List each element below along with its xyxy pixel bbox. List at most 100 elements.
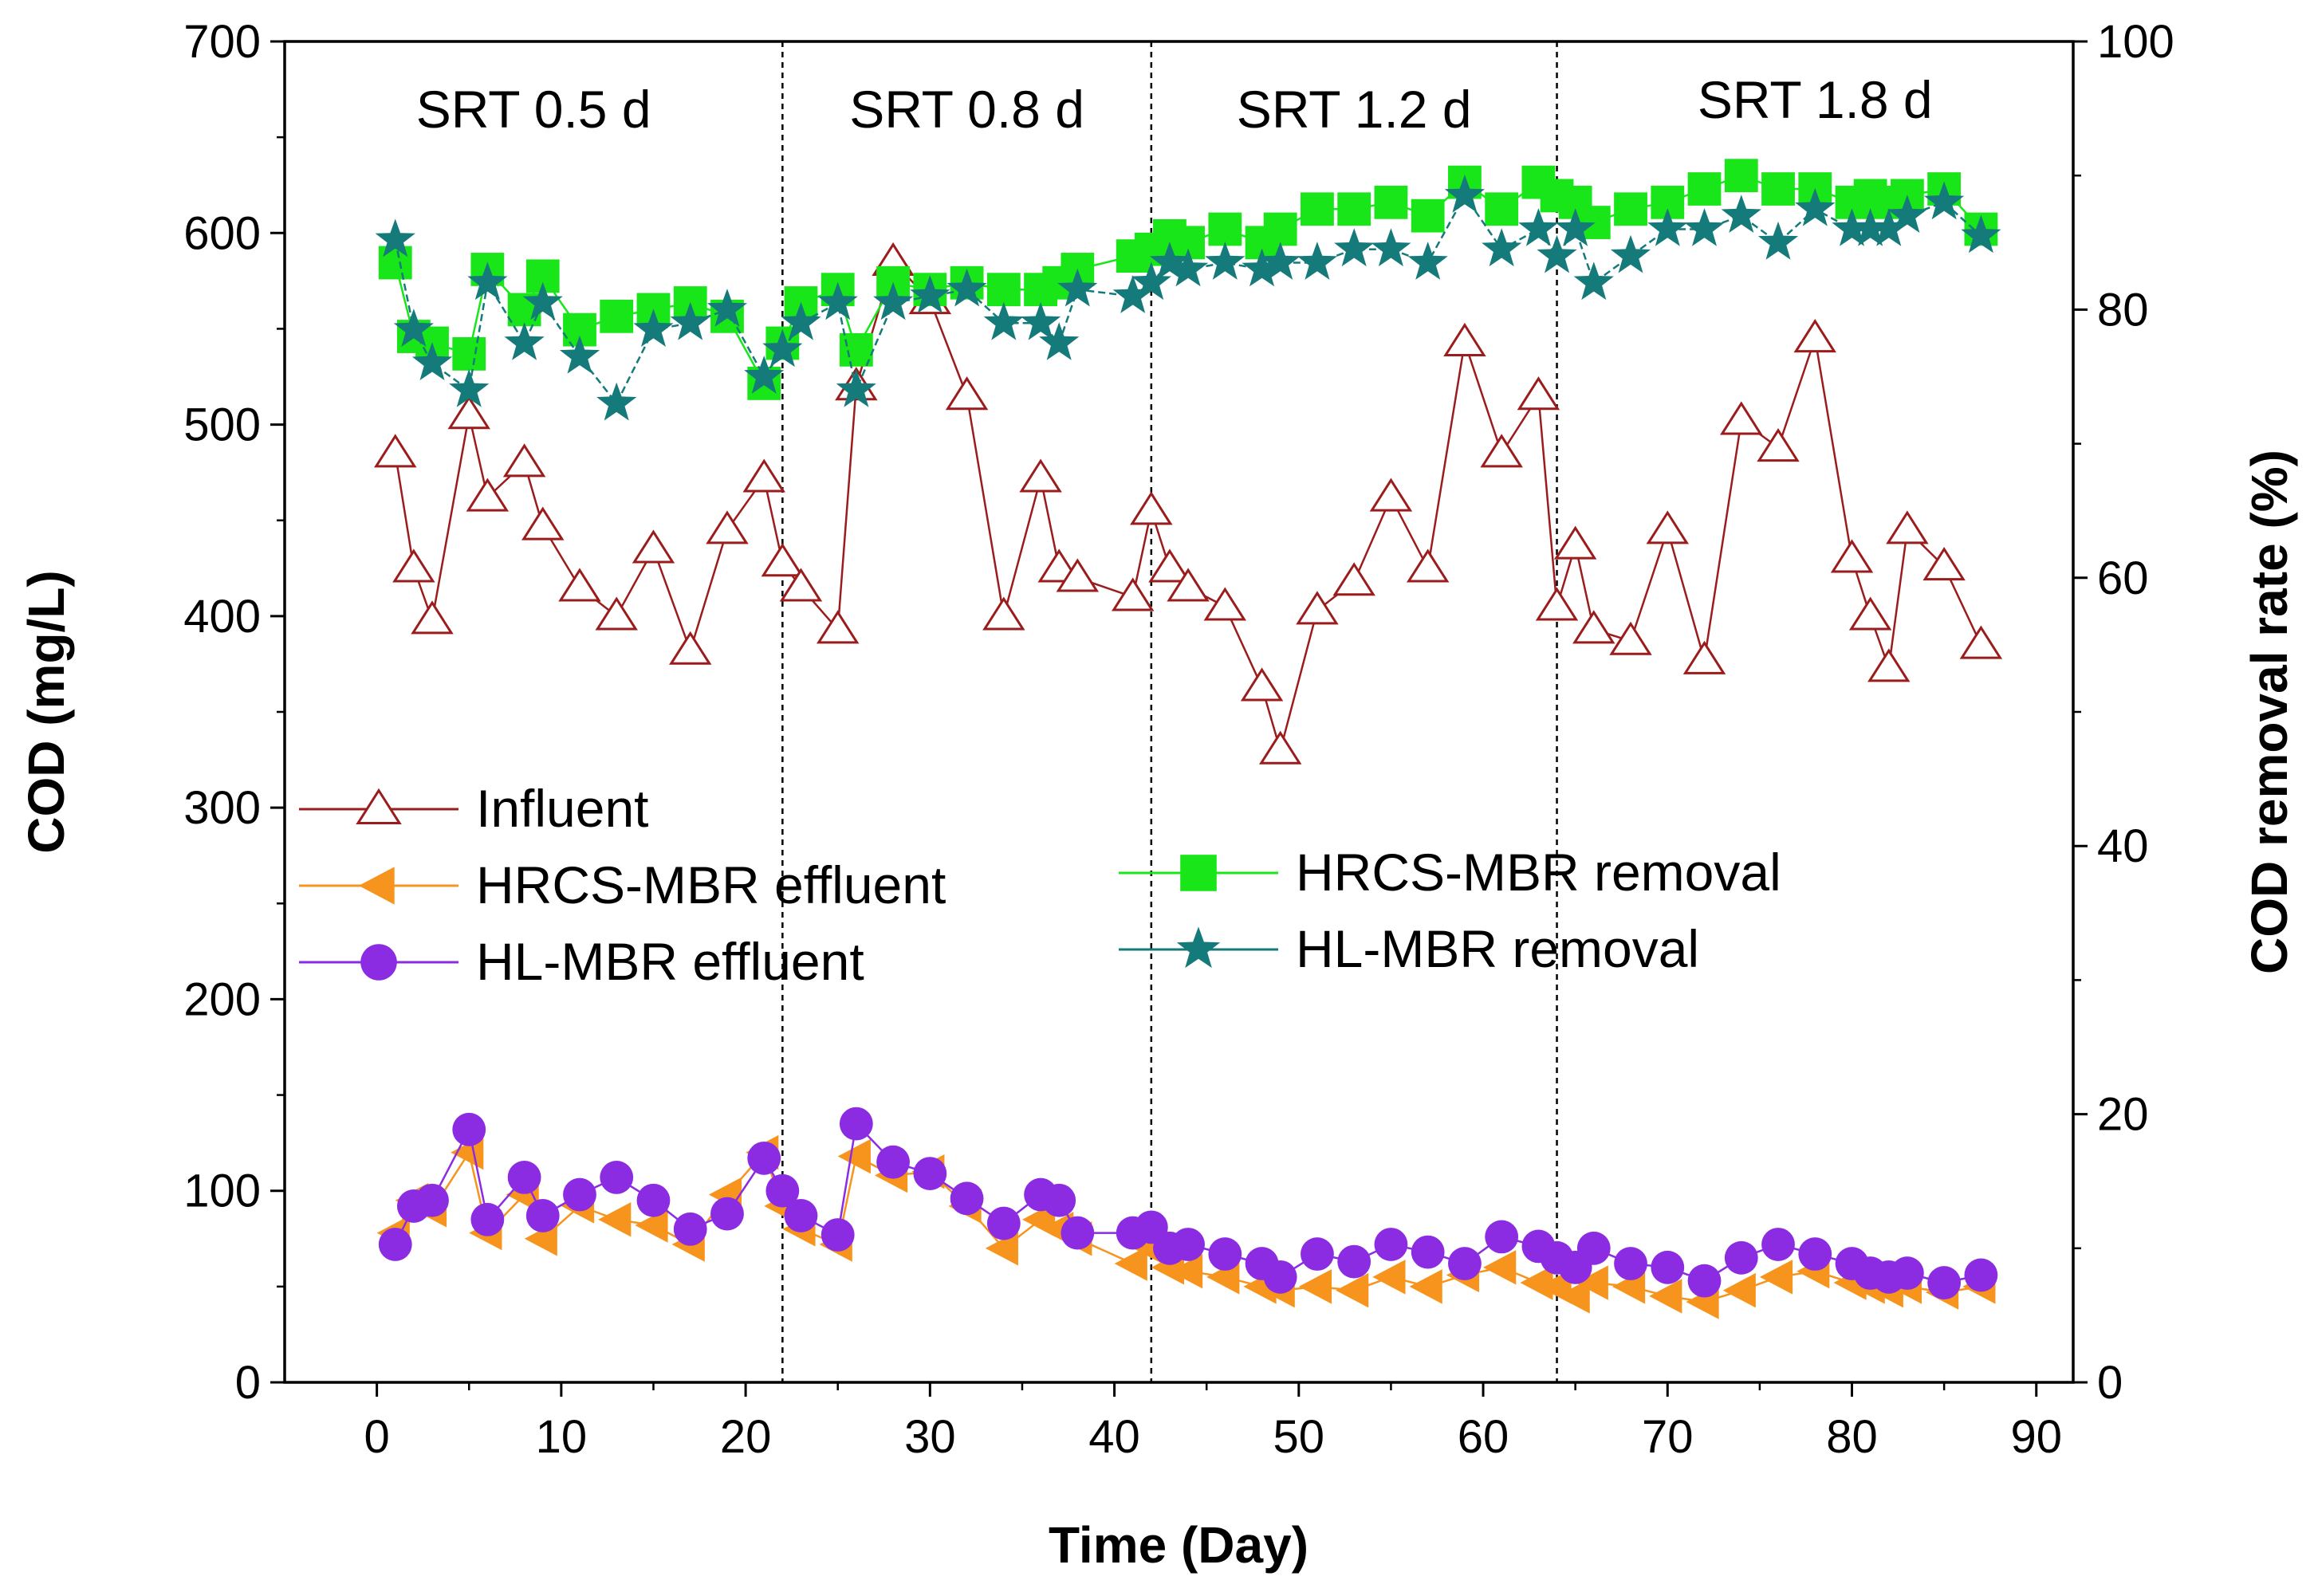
data-point [1535, 587, 1579, 621]
legend-label: HRCS-MBR removal [1296, 843, 1781, 902]
legend-marker [356, 788, 402, 825]
data-point [1720, 401, 1763, 435]
data-point [784, 1199, 818, 1232]
data-point [632, 529, 675, 564]
data-point [1480, 434, 1523, 468]
data-point [470, 1202, 505, 1236]
data-point [781, 301, 821, 340]
data-point [1553, 525, 1597, 560]
data-point [1682, 640, 1726, 674]
x-tick-label: 0 [364, 1411, 389, 1463]
data-point [985, 1231, 1018, 1266]
data-point [1687, 1264, 1722, 1298]
data-point [600, 1160, 634, 1194]
data-point [706, 510, 749, 544]
x-tick-label: 20 [720, 1411, 772, 1463]
data-point [596, 382, 637, 421]
data-point [1850, 208, 1891, 246]
x-axis-title: Time (Day) [1049, 1516, 1309, 1574]
data-point [600, 299, 634, 333]
data-point [375, 218, 415, 257]
data-point [525, 1199, 560, 1232]
data-point [1297, 242, 1337, 280]
legend-item: HL-MBR effluent [299, 932, 864, 991]
data-point [1334, 228, 1375, 267]
y-tick-label: 100 [183, 1166, 261, 1217]
data-point [1203, 587, 1247, 621]
data-point [1961, 214, 2001, 254]
data-point [1443, 322, 1486, 356]
x-tick-label: 60 [1458, 1411, 1509, 1463]
data-point [1372, 1260, 1406, 1295]
data-point [1959, 625, 2003, 659]
y2-tick-label: 0 [2097, 1357, 2123, 1409]
data-point [836, 368, 876, 407]
srt-period-label: SRT 0.8 d [849, 80, 1084, 139]
y2-tick-label: 80 [2097, 284, 2149, 336]
data-point [393, 309, 434, 347]
data-point [504, 322, 545, 360]
data-point [1374, 185, 1408, 219]
data-point [1411, 1235, 1445, 1269]
data-point [449, 368, 490, 407]
data-point [1924, 181, 1965, 220]
data-point [1576, 1231, 1611, 1265]
data-point [950, 1181, 984, 1216]
data-point [1614, 192, 1647, 226]
data-point [1130, 491, 1173, 525]
y2-tick-label: 100 [2097, 16, 2174, 68]
data-point [1263, 1260, 1297, 1294]
y2-tick-label: 60 [2097, 552, 2149, 604]
srt-period-label: SRT 0.5 d [416, 80, 651, 139]
data-point [762, 328, 803, 368]
data-point [673, 1212, 707, 1246]
data-point [633, 309, 674, 347]
data-point [1537, 234, 1577, 273]
data-point [710, 1197, 744, 1231]
data-point [1867, 648, 1911, 682]
data-point [521, 506, 565, 541]
data-point [1332, 562, 1375, 596]
data-point [1169, 1253, 1203, 1289]
data-point [411, 342, 453, 380]
x-tick-label: 80 [1826, 1411, 1878, 1463]
data-point [1722, 1272, 1756, 1308]
data-point [1039, 322, 1080, 360]
data-point [1371, 228, 1411, 267]
data-point [374, 434, 417, 468]
y-tick-label: 700 [183, 16, 261, 68]
data-point [1761, 172, 1795, 206]
data-point [1647, 208, 1688, 246]
data-point [1114, 1246, 1147, 1281]
data-point [1646, 510, 1690, 544]
legend-item: HL-MBR removal [1119, 919, 1699, 978]
legend-label: HL-MBR effluent [476, 932, 864, 991]
data-point [1301, 1237, 1334, 1271]
legend-label: HL-MBR removal [1296, 919, 1699, 978]
data-point [1485, 192, 1519, 226]
data-point [1148, 548, 1191, 583]
data-point [837, 1138, 871, 1174]
data-point [1409, 1269, 1442, 1304]
data-point [1890, 1256, 1924, 1290]
data-point [1887, 195, 1927, 233]
data-point [1518, 208, 1559, 246]
data-point [986, 1206, 1021, 1240]
data-point [1724, 159, 1758, 193]
y-tick-label: 400 [183, 591, 261, 643]
data-point [747, 1141, 781, 1175]
data-point [1684, 208, 1725, 246]
data-point [765, 1173, 800, 1208]
data-point [945, 376, 989, 411]
data-point [1242, 248, 1282, 287]
data-point [1057, 268, 1098, 307]
data-point [1061, 1216, 1095, 1250]
data-point [668, 631, 712, 665]
data-point [563, 1177, 596, 1212]
data-point [1411, 199, 1445, 233]
data-point [1171, 1228, 1205, 1261]
data-point [522, 281, 563, 320]
data-point [1056, 558, 1100, 592]
data-point [1757, 221, 1799, 260]
